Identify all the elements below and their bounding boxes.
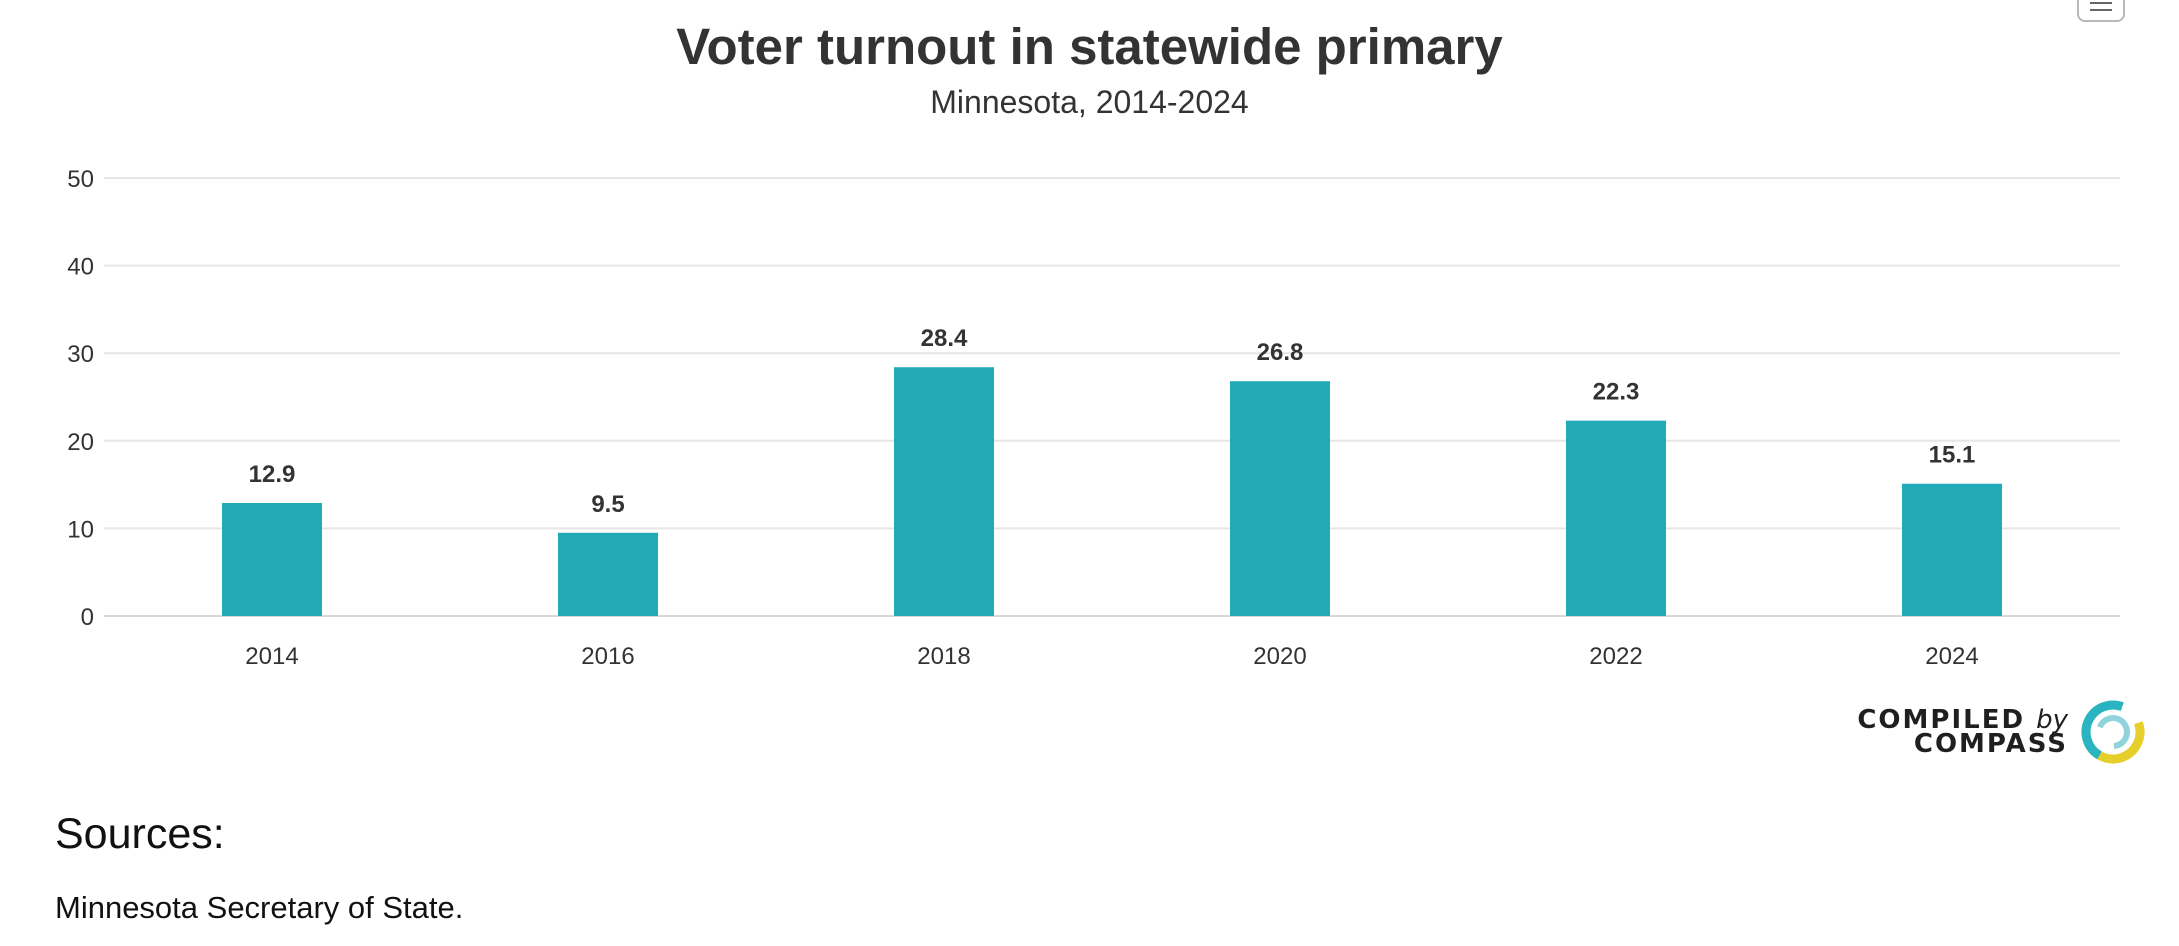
- bar: [558, 532, 658, 616]
- data-label: 9.5: [591, 491, 624, 518]
- x-tick-label: 2024: [1925, 643, 1978, 670]
- data-label: 28.4: [921, 325, 968, 352]
- y-tick-label: 30: [67, 341, 94, 368]
- data-label: 12.9: [249, 461, 296, 488]
- chart-subtitle: Minnesota, 2014-2024: [930, 84, 1249, 120]
- data-label: 26.8: [1257, 339, 1304, 366]
- bar: [894, 367, 994, 616]
- bar: [1566, 420, 1666, 616]
- x-tick-label: 2020: [1253, 643, 1306, 670]
- x-tick-label: 2016: [581, 643, 634, 670]
- hamburger-menu-icon: [2090, 2, 2112, 4]
- x-tick-label: 2022: [1589, 643, 1642, 670]
- bar: [1230, 381, 1330, 616]
- chart-title: Voter turnout in statewide primary: [676, 18, 1503, 75]
- sources-heading: Sources:: [55, 810, 225, 858]
- compiled-by-compass-logo: COMPILED by COMPASS: [1857, 696, 2155, 768]
- x-tick-label: 2018: [917, 643, 970, 670]
- compass-logo-icon: [2081, 700, 2145, 764]
- x-tick-label: 2014: [245, 643, 298, 670]
- chart-menu-button[interactable]: [2077, 0, 2125, 22]
- sources-text: Minnesota Secretary of State.: [55, 890, 464, 925]
- y-tick-label: 20: [67, 429, 94, 456]
- logo-text: COMPILED by COMPASS: [1857, 705, 2068, 759]
- y-tick-label: 0: [81, 604, 94, 631]
- bar-chart: 0 10 20 30 40 50 12.9 2014 9.5 2016 28.4 2018 26.8 20…: [67, 166, 2120, 670]
- bar: [222, 502, 322, 616]
- data-label: 22.3: [1593, 379, 1640, 406]
- bar: [1902, 483, 2002, 616]
- data-label: 15.1: [1929, 442, 1976, 469]
- y-tick-label: 10: [67, 516, 94, 543]
- y-tick-label: 50: [67, 166, 94, 193]
- y-tick-label: 40: [67, 254, 94, 281]
